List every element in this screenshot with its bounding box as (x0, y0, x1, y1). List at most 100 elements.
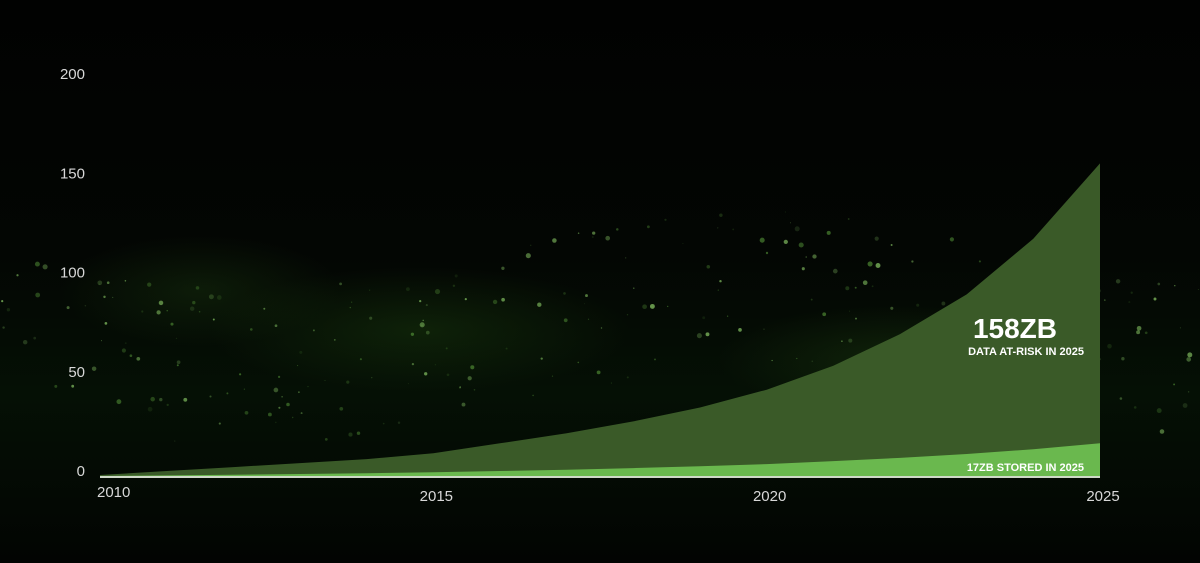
background-particle (333, 338, 336, 341)
background-particle (649, 303, 655, 309)
background-particle (719, 279, 722, 283)
background-particle (784, 211, 786, 213)
background-particle (1115, 279, 1121, 284)
background-particle (854, 286, 857, 289)
background-particle (848, 338, 853, 343)
background-particle (141, 310, 144, 313)
background-particle (2, 326, 5, 329)
y-tick-label: 200 (60, 66, 85, 83)
background-particle (170, 322, 174, 326)
background-particle (208, 294, 214, 300)
background-particle (274, 324, 278, 328)
background-particle (1103, 299, 1106, 301)
background-particle (166, 403, 169, 407)
background-particle (299, 350, 303, 354)
background-particle (275, 421, 277, 424)
background-particle (626, 376, 629, 379)
background-particle (626, 314, 629, 316)
background-particle (300, 412, 303, 415)
y-tick-label: 100 (60, 265, 85, 282)
background-particle (273, 387, 279, 393)
background-particle (54, 384, 58, 388)
background-particle (124, 342, 127, 344)
background-particle (1119, 397, 1123, 400)
background-particle (1121, 357, 1125, 361)
background-particle (600, 327, 603, 329)
background-particle (949, 237, 955, 242)
background-particle (158, 300, 164, 306)
background-particle (845, 286, 850, 291)
background-particle (847, 218, 850, 220)
background-particle (796, 357, 798, 360)
background-particle (445, 347, 448, 350)
background-particle (195, 286, 200, 290)
background-particle (646, 225, 650, 229)
background-particle (183, 397, 188, 402)
background-particle (218, 422, 221, 425)
background-particle (98, 283, 101, 286)
background-particle (812, 254, 817, 259)
background-particle (243, 388, 246, 390)
background-particle (664, 218, 667, 221)
background-particle (174, 440, 176, 442)
background-particle (667, 305, 669, 308)
background-particle (209, 395, 212, 398)
background-particle (35, 292, 41, 298)
background-particle (759, 237, 765, 243)
background-particle (505, 347, 508, 350)
background-particle (765, 251, 769, 255)
background-particle (585, 294, 588, 298)
background-particle (307, 385, 309, 388)
background-particle (1173, 383, 1176, 386)
background-particle (771, 359, 773, 362)
background-particle (705, 332, 710, 337)
background-particle (34, 261, 40, 267)
background-particle (890, 244, 893, 246)
background-particle (176, 364, 179, 367)
background-particle (397, 421, 401, 425)
background-particle (129, 354, 133, 358)
background-particle (349, 306, 352, 309)
at-risk-caption-label: DATA AT-RISK IN 2025 (968, 346, 1084, 358)
background-particle (862, 280, 868, 286)
background-particle (832, 268, 838, 274)
background-particle (1133, 406, 1137, 409)
background-particle (425, 304, 428, 307)
background-particle (473, 389, 476, 391)
background-particle (339, 282, 342, 286)
y-tick-label: 150 (60, 165, 85, 182)
background-particle (356, 431, 361, 435)
background-particle (849, 310, 851, 312)
background-particle (371, 377, 373, 379)
background-particle (625, 257, 627, 259)
background-particle (116, 399, 122, 405)
background-particle (286, 402, 290, 407)
background-particle (577, 361, 580, 364)
background-particle (91, 366, 97, 371)
background-particle (1156, 408, 1162, 414)
background-particle (190, 306, 195, 311)
background-particle (702, 316, 706, 320)
background-particle (738, 328, 742, 332)
background-particle (459, 386, 461, 389)
background-particle (826, 230, 831, 235)
background-particle (324, 379, 326, 381)
background-particle (405, 287, 410, 292)
background-particle (790, 222, 792, 224)
background-particle (175, 337, 178, 340)
background-particle (263, 307, 266, 310)
background-particle (382, 422, 385, 425)
background-particle (216, 295, 222, 300)
background-particle (42, 264, 48, 270)
background-particle (610, 382, 612, 384)
background-particle (84, 305, 87, 307)
background-particle (369, 316, 373, 320)
background-particle (422, 319, 424, 322)
background-particle (348, 432, 353, 437)
background-particle (1174, 285, 1176, 287)
background-particle (249, 328, 253, 331)
background-particle (563, 318, 568, 323)
background-particle (425, 330, 430, 335)
background-particle (1130, 291, 1133, 294)
